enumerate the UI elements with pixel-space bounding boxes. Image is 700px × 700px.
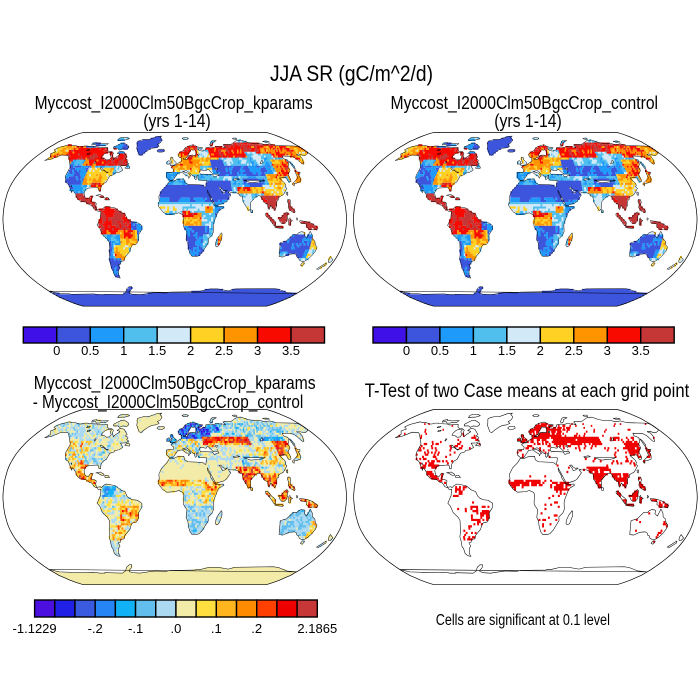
svg-text:Myccost_I2000Clm50BgcCrop_cont: Myccost_I2000Clm50BgcCrop_control (391, 92, 659, 114)
svg-text:1.5: 1.5 (498, 343, 516, 358)
svg-text:.0: .0 (170, 621, 181, 636)
svg-text:(yrs 1-14): (yrs 1-14) (494, 110, 562, 131)
svg-text:-.2: -.2 (88, 621, 103, 636)
svg-text:Myccost_I2000Clm50BgcCrop_kpar: Myccost_I2000Clm50BgcCrop_kparams (35, 92, 313, 114)
svg-text:JJA SR (gC/m^2/d): JJA SR (gC/m^2/d) (270, 61, 433, 86)
svg-text:-1.1229: -1.1229 (13, 621, 57, 636)
svg-text:0.5: 0.5 (81, 343, 99, 358)
svg-text:Myccost_I2000Clm50BgcCrop_kpar: Myccost_I2000Clm50BgcCrop_kparams (34, 372, 316, 394)
svg-text:3: 3 (604, 343, 611, 358)
svg-text:2.1865: 2.1865 (297, 621, 337, 636)
svg-text:0: 0 (403, 343, 410, 358)
svg-text:1: 1 (120, 343, 127, 358)
svg-text:2.5: 2.5 (565, 343, 583, 358)
svg-text:-.1: -.1 (128, 621, 143, 636)
svg-text:1.5: 1.5 (148, 343, 166, 358)
svg-text:3.5: 3.5 (282, 343, 300, 358)
svg-text:2: 2 (187, 343, 194, 358)
svg-text:1: 1 (470, 343, 477, 358)
svg-text:.2: .2 (251, 621, 262, 636)
svg-text:T-Test of two Case means at ea: T-Test of two Case means at each grid po… (365, 381, 690, 402)
svg-text:(yrs 1-14): (yrs 1-14) (143, 110, 211, 131)
svg-text:.1: .1 (211, 621, 222, 636)
svg-text:2: 2 (537, 343, 544, 358)
svg-text:3: 3 (254, 343, 261, 358)
svg-text:- Myccost_I2000Clm50BgcCrop_co: - Myccost_I2000Clm50BgcCrop_control (33, 391, 304, 413)
svg-text:0: 0 (53, 343, 60, 358)
svg-text:0.5: 0.5 (431, 343, 449, 358)
svg-text:Cells are significant at 0.1 l: Cells are significant at 0.1 level (436, 612, 610, 629)
svg-text:3.5: 3.5 (632, 343, 650, 358)
svg-text:2.5: 2.5 (215, 343, 233, 358)
